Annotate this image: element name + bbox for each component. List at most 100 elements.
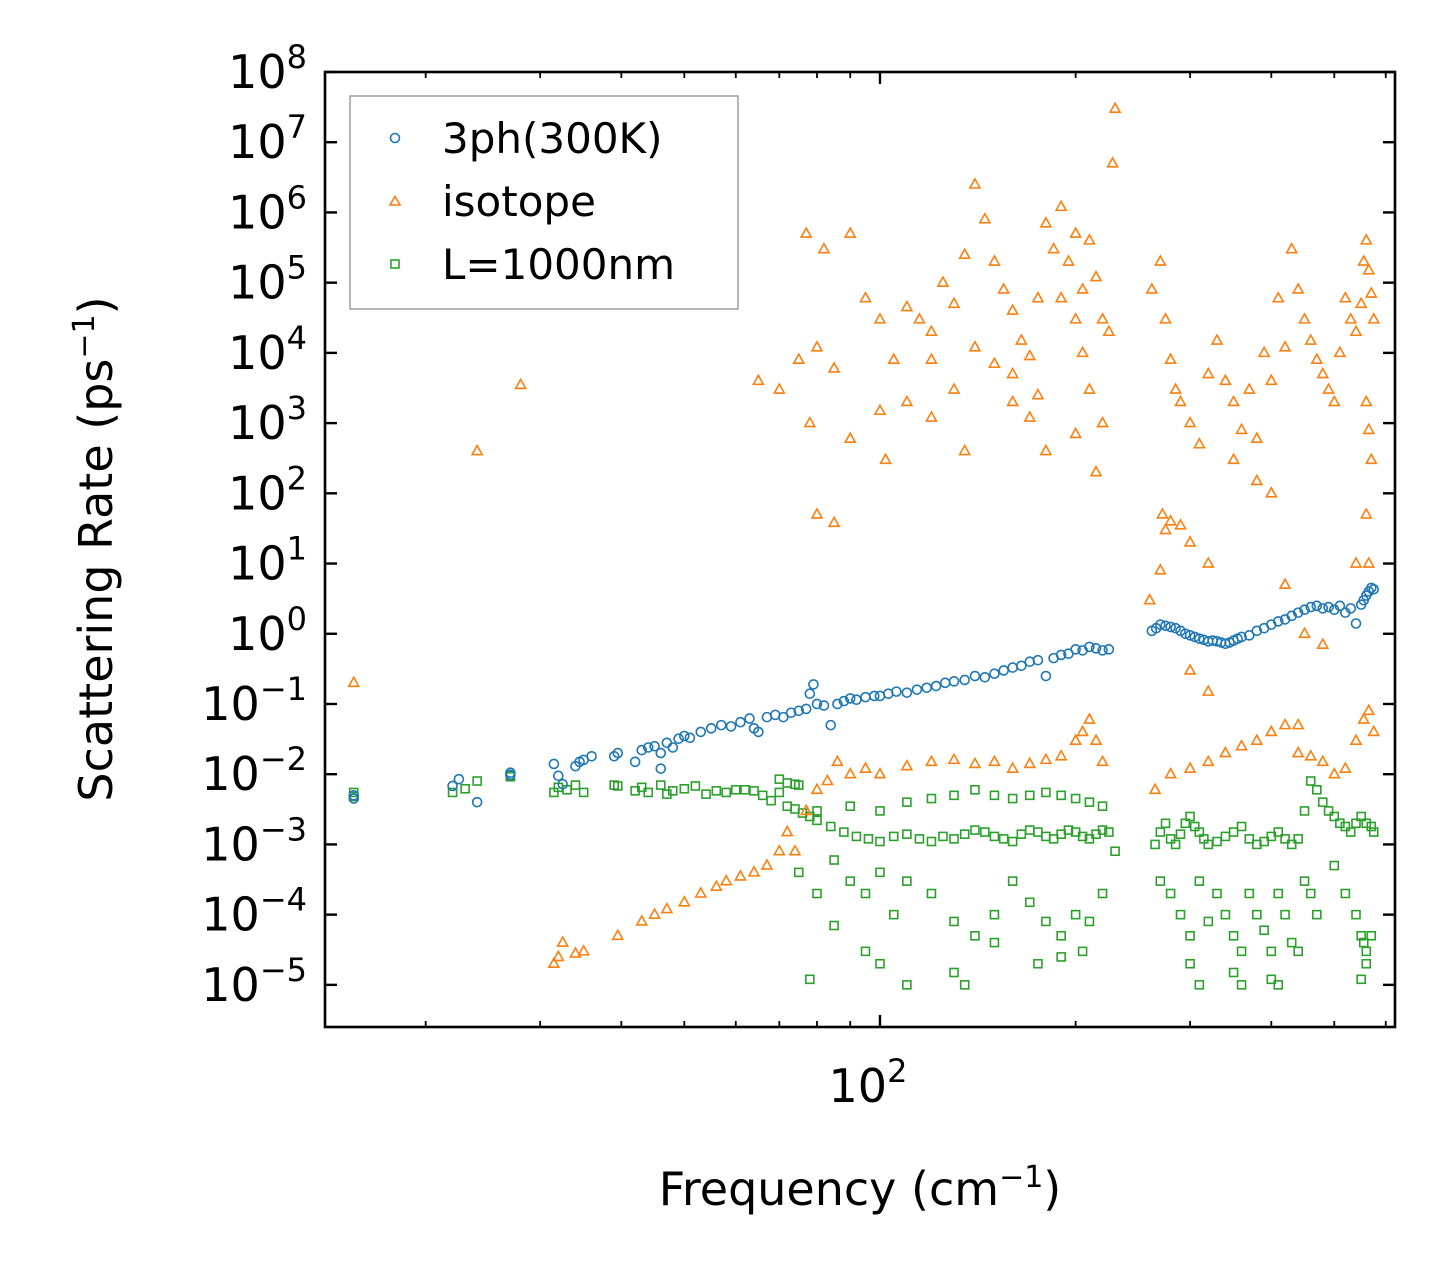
data-point xyxy=(1354,296,1368,309)
data-point xyxy=(1272,616,1284,627)
data-point xyxy=(803,415,817,428)
data-point xyxy=(1368,827,1379,837)
y-tick-label: 101 xyxy=(228,530,307,591)
data-point xyxy=(902,980,912,990)
data-point xyxy=(1228,827,1239,837)
data-point xyxy=(805,974,815,985)
data-point xyxy=(1244,834,1255,844)
data-point xyxy=(851,694,862,706)
data-point xyxy=(1170,839,1181,850)
data-points xyxy=(347,101,1381,990)
data-point xyxy=(470,443,484,456)
data-point xyxy=(1323,601,1334,613)
data-point xyxy=(611,928,625,941)
plot-frame xyxy=(323,70,1397,1029)
data-point xyxy=(989,909,1000,920)
data-point xyxy=(1312,909,1322,920)
data-point xyxy=(921,682,932,694)
data-point xyxy=(1317,603,1329,614)
data-point xyxy=(551,949,565,962)
data-point xyxy=(1219,373,1232,386)
data-point xyxy=(460,783,470,794)
data-point xyxy=(1039,443,1053,456)
data-point xyxy=(1273,827,1284,837)
data-point xyxy=(812,806,822,816)
data-point xyxy=(838,695,850,707)
data-point xyxy=(970,784,980,795)
data-point xyxy=(1159,522,1172,535)
data-point xyxy=(1023,348,1037,361)
data-point xyxy=(734,869,747,881)
data-point xyxy=(1250,473,1264,486)
data-point xyxy=(661,737,673,749)
data-point xyxy=(1006,761,1020,773)
data-point xyxy=(1104,827,1114,837)
y-tick-labels: 10−5 10−4 10−3 10−2 10−1 100 101 102 103 104 105 10… xyxy=(201,38,307,1012)
data-point xyxy=(643,787,654,798)
data-point xyxy=(825,719,837,731)
data-point xyxy=(949,790,959,801)
data-point xyxy=(1084,641,1095,653)
data-point xyxy=(827,361,841,373)
data-point xyxy=(348,790,360,801)
data-point xyxy=(1349,733,1363,746)
data-point xyxy=(1278,577,1292,589)
data-point xyxy=(832,698,843,710)
data-point xyxy=(1164,352,1177,364)
data-point xyxy=(1023,756,1037,769)
data-point xyxy=(1070,793,1081,804)
data-point xyxy=(817,242,831,254)
data-point xyxy=(811,698,823,710)
data-point xyxy=(1103,644,1115,655)
data-point xyxy=(1203,916,1214,927)
data-point xyxy=(988,254,1001,266)
data-point xyxy=(843,431,857,443)
data-point xyxy=(1364,452,1378,465)
data-point xyxy=(705,723,717,734)
data-point xyxy=(998,665,1009,676)
data-point xyxy=(810,340,824,352)
data-point xyxy=(829,855,839,865)
data-point xyxy=(901,687,913,698)
data-point xyxy=(989,668,1000,679)
data-point xyxy=(799,803,813,816)
data-point xyxy=(1164,767,1177,779)
data-point xyxy=(1244,888,1255,899)
data-point xyxy=(1143,593,1157,605)
data-point xyxy=(1333,345,1347,358)
data-point xyxy=(1273,888,1284,899)
data-point xyxy=(998,834,1009,844)
data-point xyxy=(821,773,834,786)
data-point xyxy=(1349,324,1363,337)
data-point xyxy=(988,754,1001,767)
data-point xyxy=(1368,583,1380,595)
data-point xyxy=(891,686,902,697)
data-point xyxy=(875,836,885,847)
data-point xyxy=(1076,724,1089,737)
data-point xyxy=(557,778,569,790)
data-point xyxy=(1089,465,1103,477)
y-tick-label: 10−5 xyxy=(201,951,307,1012)
data-point xyxy=(514,377,528,390)
data-point xyxy=(1169,382,1182,394)
data-point xyxy=(875,867,885,878)
data-point xyxy=(553,770,564,782)
data-point xyxy=(1251,625,1263,637)
data-point xyxy=(1364,286,1378,298)
data-point xyxy=(812,815,822,826)
data-point xyxy=(970,825,980,835)
data-point xyxy=(1040,670,1052,682)
data-point xyxy=(1155,827,1166,837)
data-point xyxy=(1145,282,1159,294)
data-point xyxy=(1175,829,1186,839)
data-point xyxy=(1056,790,1066,801)
data-point xyxy=(1350,618,1362,629)
data-point xyxy=(471,796,483,808)
data-point xyxy=(1291,282,1305,294)
data-point xyxy=(577,944,591,956)
data-point xyxy=(970,930,980,941)
data-point xyxy=(949,834,959,844)
data-point xyxy=(1273,980,1284,990)
data-point xyxy=(752,373,765,386)
data-point xyxy=(1212,888,1222,899)
